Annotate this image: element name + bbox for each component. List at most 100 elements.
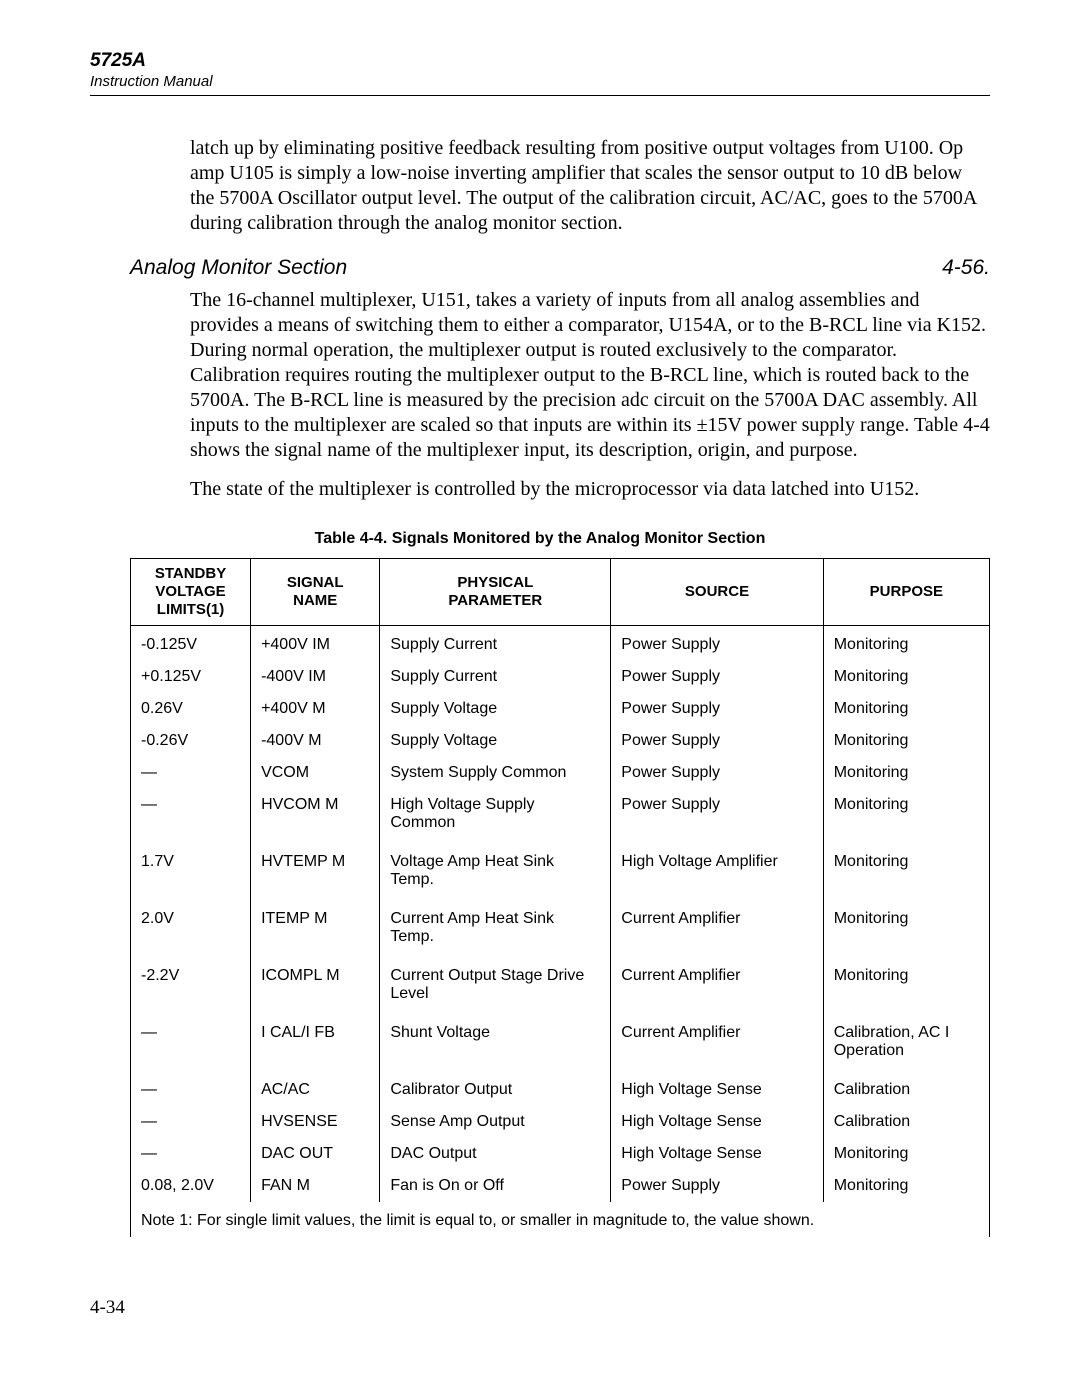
table-cell-signal: VCOM: [251, 757, 380, 789]
table-cell-signal: FAN M: [251, 1170, 380, 1202]
table-cell-standby: —: [131, 1074, 251, 1106]
table-cell-standby: -0.26V: [131, 725, 251, 757]
table-row: -0.26V-400V MSupply VoltagePower SupplyM…: [131, 725, 990, 757]
table-cell-source: Power Supply: [611, 757, 823, 789]
section-heading-row: Analog Monitor Section 4-56.: [130, 256, 990, 280]
col-header-source: SOURCE: [611, 558, 823, 625]
table-cell-signal: -400V M: [251, 725, 380, 757]
table-row: —HVSENSESense Amp OutputHigh Voltage Sen…: [131, 1106, 990, 1138]
table-row: —I CAL/I FBShunt VoltageCurrent Amplifie…: [131, 1017, 990, 1074]
table-cell-standby: +0.125V: [131, 661, 251, 693]
table-cell-standby: 0.26V: [131, 693, 251, 725]
intro-paragraph: latch up by eliminating positive feedbac…: [90, 136, 990, 236]
table-cell-purpose: Monitoring: [823, 693, 989, 725]
model-number: 5725A: [90, 50, 990, 73]
table-cell-standby: 2.0V: [131, 903, 251, 960]
table-cell-signal: ICOMPL M: [251, 960, 380, 1017]
table-cell-purpose: Monitoring: [823, 1138, 989, 1170]
table-cell-signal: HVSENSE: [251, 1106, 380, 1138]
table-row: —AC/ACCalibrator OutputHigh Voltage Sens…: [131, 1074, 990, 1106]
table-cell-source: Power Supply: [611, 789, 823, 846]
table-cell-purpose: Calibration: [823, 1106, 989, 1138]
col-header-standby: STANDBY VOLTAGE LIMITS(1): [131, 558, 251, 625]
table-cell-standby: —: [131, 1106, 251, 1138]
table-cell-purpose: Monitoring: [823, 846, 989, 903]
table-row: -0.125V+400V IMSupply CurrentPower Suppl…: [131, 625, 990, 661]
table-cell-signal: DAC OUT: [251, 1138, 380, 1170]
table-cell-signal: -400V IM: [251, 661, 380, 693]
table-cell-purpose: Monitoring: [823, 625, 989, 661]
table-cell-source: High Voltage Sense: [611, 1138, 823, 1170]
table-cell-source: Current Amplifier: [611, 1017, 823, 1074]
table-cell-phys: System Supply Common: [380, 757, 611, 789]
table-cell-phys: High Voltage Supply Common: [380, 789, 611, 846]
table-cell-phys: DAC Output: [380, 1138, 611, 1170]
page-container: 5725A Instruction Manual latch up by eli…: [0, 0, 1080, 1379]
table-cell-source: Current Amplifier: [611, 960, 823, 1017]
table-cell-purpose: Calibration, AC I Operation: [823, 1017, 989, 1074]
table-cell-standby: —: [131, 1138, 251, 1170]
table-cell-signal: ITEMP M: [251, 903, 380, 960]
table-cell-source: Power Supply: [611, 693, 823, 725]
table-cell-signal: +400V M: [251, 693, 380, 725]
table-footnote-row: Note 1: For single limit values, the lim…: [131, 1202, 990, 1237]
table-cell-source: High Voltage Amplifier: [611, 846, 823, 903]
table-cell-phys: Supply Voltage: [380, 725, 611, 757]
col-header-physical: PHYSICAL PARAMETER: [380, 558, 611, 625]
table-cell-source: High Voltage Sense: [611, 1074, 823, 1106]
table-cell-standby: -0.125V: [131, 625, 251, 661]
table-cell-purpose: Monitoring: [823, 960, 989, 1017]
table-caption: Table 4-4. Signals Monitored by the Anal…: [90, 530, 990, 548]
signals-table: STANDBY VOLTAGE LIMITS(1) SIGNAL NAME PH…: [130, 558, 990, 1237]
table-row: -2.2VICOMPL MCurrent Output Stage Drive …: [131, 960, 990, 1017]
section-paragraph-1: The 16-channel multiplexer, U151, takes …: [90, 288, 990, 463]
table-cell-purpose: Monitoring: [823, 789, 989, 846]
table-cell-source: Power Supply: [611, 661, 823, 693]
table-cell-phys: Calibrator Output: [380, 1074, 611, 1106]
table-cell-signal: AC/AC: [251, 1074, 380, 1106]
table-cell-phys: Fan is On or Off: [380, 1170, 611, 1202]
table-cell-signal: HVTEMP M: [251, 846, 380, 903]
table-cell-purpose: Monitoring: [823, 903, 989, 960]
table-cell-standby: 0.08, 2.0V: [131, 1170, 251, 1202]
table-row: 1.7VHVTEMP MVoltage Amp Heat Sink Temp.H…: [131, 846, 990, 903]
table-cell-phys: Current Amp Heat Sink Temp.: [380, 903, 611, 960]
table-body: -0.125V+400V IMSupply CurrentPower Suppl…: [131, 625, 990, 1202]
table-wrapper: STANDBY VOLTAGE LIMITS(1) SIGNAL NAME PH…: [130, 558, 990, 1237]
section-number: 4-56.: [942, 256, 990, 280]
table-row: —HVCOM MHigh Voltage Supply CommonPower …: [131, 789, 990, 846]
table-cell-standby: —: [131, 789, 251, 846]
table-cell-signal: +400V IM: [251, 625, 380, 661]
col-header-signal: SIGNAL NAME: [251, 558, 380, 625]
page-number: 4-34: [90, 1297, 990, 1319]
table-cell-standby: —: [131, 1017, 251, 1074]
table-cell-source: Current Amplifier: [611, 903, 823, 960]
table-row: —DAC OUTDAC OutputHigh Voltage SenseMoni…: [131, 1138, 990, 1170]
table-cell-phys: Current Output Stage Drive Level: [380, 960, 611, 1017]
table-row: —VCOMSystem Supply CommonPower SupplyMon…: [131, 757, 990, 789]
table-cell-phys: Sense Amp Output: [380, 1106, 611, 1138]
table-cell-purpose: Monitoring: [823, 1170, 989, 1202]
table-row: 0.08, 2.0VFAN MFan is On or OffPower Sup…: [131, 1170, 990, 1202]
table-cell-source: Power Supply: [611, 625, 823, 661]
col-header-purpose: PURPOSE: [823, 558, 989, 625]
table-cell-phys: Supply Voltage: [380, 693, 611, 725]
table-row: 2.0VITEMP MCurrent Amp Heat Sink Temp.Cu…: [131, 903, 990, 960]
table-row: +0.125V-400V IMSupply CurrentPower Suppl…: [131, 661, 990, 693]
table-cell-purpose: Monitoring: [823, 661, 989, 693]
table-cell-source: Power Supply: [611, 725, 823, 757]
table-cell-purpose: Monitoring: [823, 725, 989, 757]
table-footnote: Note 1: For single limit values, the lim…: [131, 1202, 990, 1237]
section-paragraph-2: The state of the multiplexer is controll…: [90, 477, 990, 502]
table-cell-phys: Supply Current: [380, 661, 611, 693]
table-cell-source: High Voltage Sense: [611, 1106, 823, 1138]
table-cell-purpose: Calibration: [823, 1074, 989, 1106]
table-cell-phys: Shunt Voltage: [380, 1017, 611, 1074]
table-cell-purpose: Monitoring: [823, 757, 989, 789]
table-cell-signal: HVCOM M: [251, 789, 380, 846]
table-cell-standby: —: [131, 757, 251, 789]
table-head: STANDBY VOLTAGE LIMITS(1) SIGNAL NAME PH…: [131, 558, 990, 625]
table-cell-standby: 1.7V: [131, 846, 251, 903]
table-cell-phys: Voltage Amp Heat Sink Temp.: [380, 846, 611, 903]
table-row: 0.26V+400V MSupply VoltagePower SupplyMo…: [131, 693, 990, 725]
